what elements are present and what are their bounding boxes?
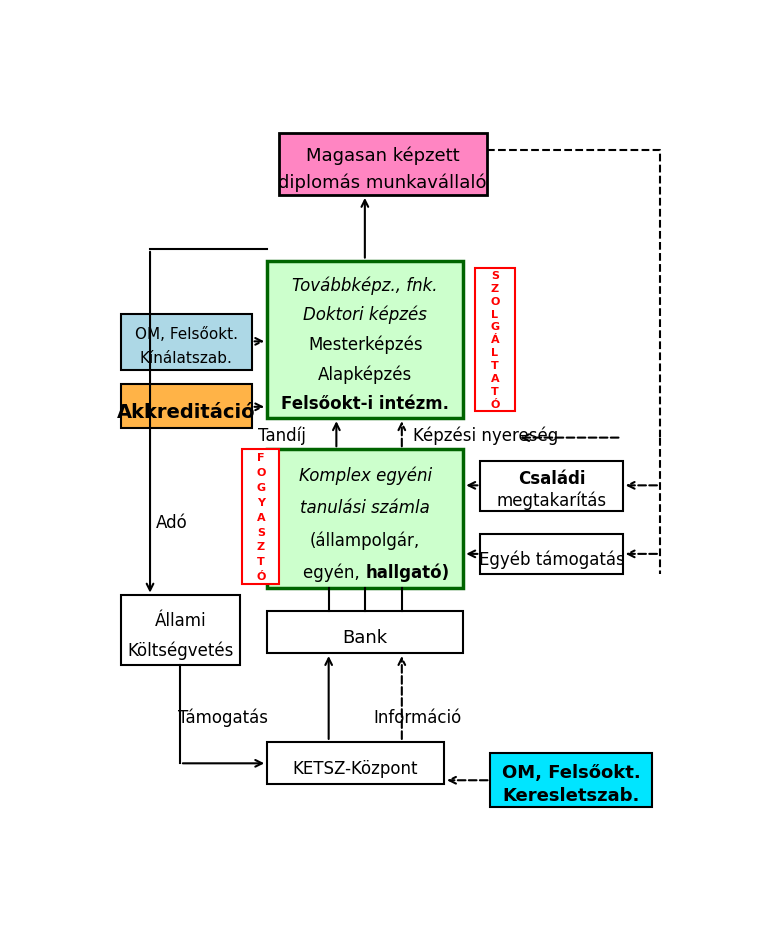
Bar bbox=[267, 611, 463, 654]
Text: O: O bbox=[256, 467, 266, 477]
Text: Családi: Családi bbox=[518, 470, 585, 488]
Text: G: G bbox=[257, 482, 266, 492]
Bar bbox=[121, 315, 252, 371]
Text: Adó: Adó bbox=[155, 514, 187, 532]
Text: Egyéb támogatás: Egyéb támogatás bbox=[479, 550, 624, 568]
Text: S: S bbox=[257, 527, 265, 537]
Text: Tandíj: Tandíj bbox=[257, 425, 306, 444]
Text: G: G bbox=[490, 323, 499, 332]
Text: egyén,: egyén, bbox=[303, 563, 365, 581]
Text: A: A bbox=[491, 374, 499, 384]
Text: Z: Z bbox=[257, 542, 265, 552]
Text: F: F bbox=[257, 452, 265, 463]
Text: T: T bbox=[257, 557, 265, 566]
Text: T: T bbox=[491, 361, 499, 371]
Text: Ó: Ó bbox=[490, 400, 499, 410]
Text: L: L bbox=[492, 348, 499, 358]
Text: O: O bbox=[490, 297, 499, 306]
Text: L: L bbox=[492, 310, 499, 319]
Text: A: A bbox=[257, 512, 265, 522]
Bar bbox=[267, 742, 444, 784]
Text: Állami: Állami bbox=[155, 611, 206, 629]
Text: Keresletszab.: Keresletszab. bbox=[502, 787, 640, 805]
Text: Ó: Ó bbox=[256, 572, 266, 582]
Bar bbox=[267, 261, 463, 419]
Text: Komplex egyéni: Komplex egyéni bbox=[299, 466, 432, 485]
Bar bbox=[480, 534, 623, 575]
Text: OM, Felsőokt.: OM, Felsőokt. bbox=[502, 763, 640, 781]
Bar bbox=[242, 450, 280, 584]
Text: T: T bbox=[491, 387, 499, 397]
Bar bbox=[267, 450, 463, 588]
Text: OM, Felsőokt.: OM, Felsőokt. bbox=[135, 327, 237, 342]
Text: (állampolgár,: (állampolgár, bbox=[310, 530, 421, 549]
Bar bbox=[480, 462, 623, 511]
Text: egyén, hallgató): egyén, hallgató) bbox=[297, 563, 433, 581]
Text: diplomás munkavállaló: diplomás munkavállaló bbox=[278, 173, 487, 192]
Bar bbox=[121, 385, 252, 429]
Text: Mesterképzés: Mesterképzés bbox=[308, 336, 423, 354]
Bar bbox=[475, 269, 515, 412]
Text: Alapképzés: Alapképzés bbox=[318, 365, 412, 384]
Text: Y: Y bbox=[257, 497, 265, 507]
Text: Á: Á bbox=[491, 335, 499, 345]
Text: Felsőokt-i intézm.: Felsőokt-i intézm. bbox=[281, 395, 449, 413]
Text: megtakarítás: megtakarítás bbox=[496, 491, 607, 510]
Text: hallgató): hallgató) bbox=[365, 563, 450, 581]
Text: Bank: Bank bbox=[342, 629, 388, 646]
Bar bbox=[490, 754, 652, 807]
Text: Z: Z bbox=[491, 284, 499, 293]
Text: Magasan képzett: Magasan képzett bbox=[306, 146, 460, 165]
Text: tanulási számla: tanulási számla bbox=[300, 499, 430, 516]
Text: Támogatás: Támogatás bbox=[178, 708, 268, 727]
Text: Információ: Információ bbox=[373, 708, 461, 727]
Text: Költségvetés: Költségvetés bbox=[127, 641, 234, 659]
Bar bbox=[121, 596, 240, 665]
Text: Továbbképz., fnk.: Továbbképz., fnk. bbox=[293, 276, 438, 294]
Text: KETSZ-Központ: KETSZ-Központ bbox=[293, 759, 418, 777]
Bar bbox=[279, 134, 486, 196]
Text: Akkreditáció: Akkreditáció bbox=[117, 402, 256, 421]
Text: Kínálatszab.: Kínálatszab. bbox=[139, 351, 233, 366]
Text: S: S bbox=[491, 271, 499, 280]
Text: Képzési nyereség: Képzési nyereség bbox=[414, 425, 558, 444]
Text: Doktori képzés: Doktori képzés bbox=[303, 306, 427, 324]
